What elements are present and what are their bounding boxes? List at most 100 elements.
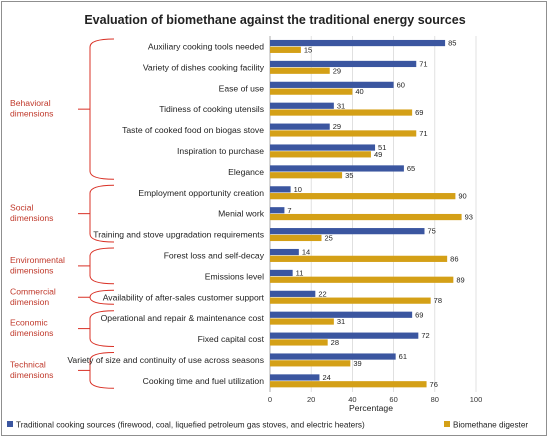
value-label-biomethane: 90 [458,192,466,201]
value-label-biomethane: 49 [374,150,382,159]
value-label-traditional: 24 [322,373,330,382]
legend-label-traditional: Traditional cooking sources (firewood, c… [16,421,365,430]
bar-biomethane [270,255,448,262]
bar-biomethane [270,318,334,325]
value-label-biomethane: 15 [304,45,312,54]
category-label: Variety of size and continuity of use ac… [67,355,264,365]
value-label-traditional: 29 [333,122,341,131]
category-label: Employment opportunity creation [138,188,264,198]
dimension-label: Commercial dimension [10,286,56,307]
category-label: Operational and repair & maintenance cos… [101,313,265,323]
value-label-biomethane: 76 [430,380,438,389]
bar-traditional [270,332,419,339]
value-label-traditional: 85 [448,39,456,48]
category-label: Menial work [218,209,265,219]
legend: Traditional cooking sources (firewood, c… [7,421,528,430]
category-label: Emissions level [205,271,264,281]
category-label: Forest loss and self-decay [164,250,265,260]
value-label-biomethane: 71 [419,129,427,138]
bar-traditional [270,269,293,277]
bar-biomethane [270,297,431,304]
value-label-traditional: 75 [428,227,436,236]
x-tick-label: 40 [348,395,356,404]
value-label-traditional: 69 [415,310,423,319]
value-label-biomethane: 78 [434,296,442,305]
value-label-biomethane: 29 [333,66,341,75]
bar-biomethane [270,130,417,137]
value-label-biomethane: 35 [345,171,353,180]
dimension-label: Technical dimensions [10,359,53,380]
value-label-biomethane: 39 [353,359,361,368]
bar-traditional [270,248,299,256]
bar-biomethane [270,213,462,221]
bar-biomethane [270,339,328,346]
bar-traditional [270,39,446,47]
bar-biomethane [270,109,413,116]
value-label-traditional: 10 [294,185,302,194]
value-label-traditional: 14 [302,248,310,257]
bar-traditional [270,186,291,193]
category-labels: Auxiliary cooking tools needed Variety of… [67,41,264,385]
value-label-traditional: 22 [318,289,326,298]
x-tick-label: 100 [470,395,483,404]
category-label: Availability of after-sales customer sup… [103,292,265,302]
bar-traditional [270,102,334,109]
dimension-label: Social dimensions [10,203,53,224]
value-label-traditional: 61 [399,352,407,361]
dimension-label: Environmental dimensions [10,255,65,276]
bar-traditional [270,81,394,88]
bar-traditional [270,290,316,297]
category-label: Tidiness of cooking utensils [159,104,264,114]
x-axis-label: Percentage [349,403,393,413]
value-label-traditional: 71 [419,59,427,68]
category-label: Auxiliary cooking tools needed [148,41,264,51]
x-tick-label: 60 [389,395,397,404]
bar-biomethane [270,360,351,367]
value-label-traditional: 72 [421,331,429,340]
bar-biomethane [270,46,301,53]
bar-biomethane [270,193,456,200]
x-tick-label: 20 [307,395,315,404]
x-tick-labels: 0 20 40 60 80 100 [268,395,482,404]
bars [270,39,462,388]
dimension-brackets: Behavioral dimensions Social dimensions Envi… [10,38,115,389]
dimension-bracket [89,247,115,285]
bar-traditional [270,123,330,130]
bar-traditional [270,207,285,214]
bar-traditional [270,311,413,318]
value-label-traditional: 11 [296,268,304,277]
value-label-biomethane: 93 [465,213,473,222]
category-label: Inspiration to purchase [177,146,264,156]
value-label-biomethane: 86 [450,254,458,263]
bar-biomethane [270,234,322,242]
bar-traditional [270,353,396,360]
dimension-label: Economic dimensions [10,318,53,339]
bar-biomethane [270,276,454,283]
dimension-bracket [89,38,115,180]
value-label-traditional: 51 [378,143,386,152]
legend-swatch-biomethane [444,421,450,427]
bar-traditional [270,60,417,68]
category-label: Elegance [228,167,264,177]
category-label: Fixed capital cost [198,334,265,344]
value-label-traditional: 65 [407,164,415,173]
value-label-biomethane: 31 [337,317,345,326]
bar-traditional [270,228,425,235]
chart-title: Evaluation of biomethane against the tra… [84,13,465,27]
bar-traditional [270,374,320,381]
bar-biomethane [270,88,353,95]
value-label-biomethane: 89 [456,275,464,284]
dimension-label: Behavioral dimensions [10,98,53,119]
legend-swatch-traditional [7,421,13,427]
value-label-traditional: 60 [397,80,405,89]
category-label: Cooking time and fuel utilization [143,376,265,386]
bar-biomethane [270,151,371,158]
value-label-biomethane: 40 [355,87,363,96]
x-tick-label: 0 [268,395,272,404]
category-label: Ease of use [219,83,265,93]
category-label: Variety of dishes cooking facility [143,62,265,72]
bar-biomethane [270,172,343,179]
